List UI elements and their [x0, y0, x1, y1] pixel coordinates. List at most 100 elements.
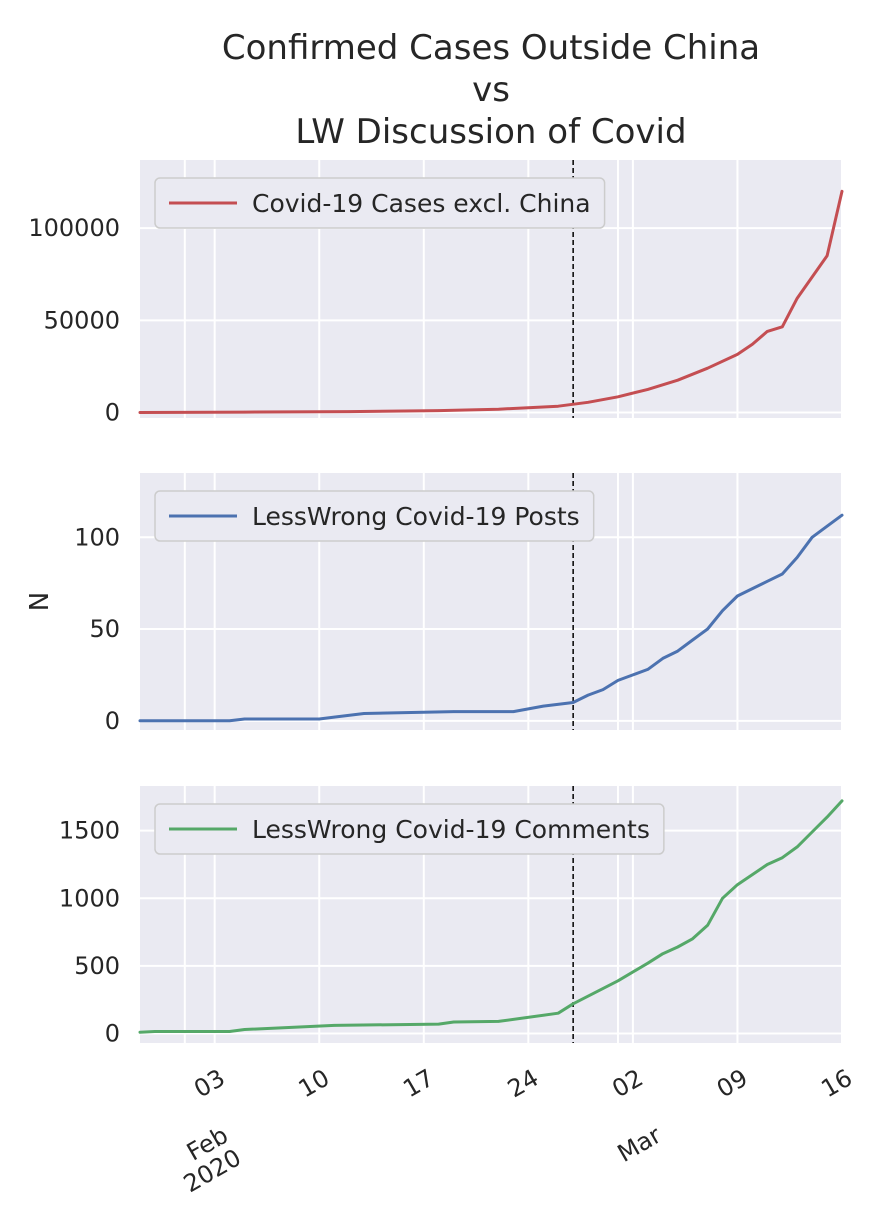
data-point: [751, 343, 754, 346]
data-point: [586, 693, 590, 697]
data-point: [661, 657, 664, 660]
y-tick-label: 0: [105, 1020, 120, 1048]
data-point: [810, 536, 814, 539]
series-line-2: [138, 513, 844, 723]
data-point: [601, 688, 605, 691]
legend-label: LessWrong Covid-19 Comments: [252, 815, 650, 844]
data-point: [571, 1002, 575, 1005]
data-point: [825, 254, 829, 257]
data-point: [452, 1020, 455, 1024]
data-point: [586, 401, 590, 404]
data-point: [437, 1022, 440, 1026]
data-point: [766, 863, 769, 866]
legend-box: [154, 177, 606, 229]
data-point: [736, 353, 739, 356]
data-point: [542, 704, 545, 708]
data-point: [437, 409, 440, 412]
x-tick-label: 17: [398, 1064, 438, 1104]
legend-label: Covid-19 Cases excl. China: [252, 189, 591, 218]
data-point: [781, 325, 784, 328]
data-point: [810, 830, 814, 834]
data-point: [333, 1024, 336, 1027]
data-point: [497, 1020, 500, 1023]
data-point: [661, 952, 664, 955]
x-tick-label: 24: [503, 1064, 543, 1104]
data-point: [691, 937, 694, 940]
data-point: [766, 580, 769, 583]
data-point: [362, 712, 366, 715]
data-point: [318, 717, 321, 721]
data-point: [512, 710, 515, 713]
data-point: [646, 962, 649, 965]
data-point: [153, 1030, 157, 1033]
data-point: [616, 979, 620, 982]
data-point: [646, 668, 649, 671]
data-point: [766, 330, 769, 333]
data-point: [497, 408, 500, 411]
x-tick-label: 02: [607, 1064, 647, 1104]
chart-title-line-1: Confirmed Cases Outside China: [221, 28, 761, 68]
data-point: [751, 587, 754, 590]
data-point: [616, 679, 620, 682]
y-tick-label: 50000: [44, 306, 120, 334]
data-point: [691, 638, 694, 642]
data-point: [631, 673, 635, 677]
y-tick-label: 0: [105, 707, 120, 735]
data-point: [557, 405, 560, 408]
y-tick-label: 1500: [59, 817, 120, 845]
data-point: [796, 845, 799, 849]
legend-box: [154, 490, 595, 542]
data-point: [452, 710, 455, 713]
data-point: [571, 701, 575, 704]
x-tick-label: 03: [189, 1064, 229, 1104]
x-tick-label: 10: [294, 1064, 334, 1104]
data-point: [138, 719, 142, 722]
data-point: [676, 379, 679, 382]
data-point: [721, 897, 724, 900]
legend: LessWrong Covid-19 Posts: [154, 490, 595, 542]
data-point: [228, 1030, 231, 1033]
y-tick-label: 500: [74, 952, 120, 980]
data-point: [736, 594, 739, 598]
data-point: [706, 924, 709, 927]
data-point: [796, 556, 799, 559]
legend: LessWrong Covid-19 Comments: [154, 803, 665, 855]
data-point: [706, 627, 709, 631]
y-tick-label: 50: [89, 615, 120, 643]
data-point: [840, 514, 844, 517]
y-tick-label: 100000: [28, 214, 120, 242]
data-point: [706, 367, 709, 370]
data-point: [825, 525, 829, 528]
data-point: [138, 1031, 142, 1034]
data-point: [138, 411, 142, 414]
chart-title-line-3: LW Discussion of Covid: [295, 112, 687, 152]
y-tick-label: 0: [105, 398, 120, 426]
data-point: [781, 572, 784, 576]
x-tick-label: 16: [817, 1064, 857, 1104]
chart-title-line-2: vs: [472, 70, 510, 110]
legend-label: LessWrong Covid-19 Posts: [252, 502, 580, 531]
data-point: [840, 799, 844, 803]
data-point: [243, 1028, 246, 1031]
series-line-1: [138, 189, 844, 414]
legend-box: [154, 803, 665, 855]
x-month-label: Mar: [613, 1121, 666, 1168]
data-point: [333, 715, 336, 719]
x-month-label: Feb2020: [166, 1121, 246, 1198]
data-point: [616, 395, 620, 398]
data-point: [243, 717, 246, 721]
data-point: [676, 649, 679, 653]
x-month-label-line: Mar: [613, 1121, 666, 1168]
y-tick-label: 1000: [59, 884, 120, 912]
data-point: [646, 388, 649, 391]
data-point: [840, 190, 844, 193]
y-axis-label: N: [25, 592, 55, 611]
data-point: [781, 856, 784, 859]
data-point: [721, 609, 724, 612]
series-line-3: [138, 799, 844, 1034]
data-point: [243, 410, 246, 414]
data-point: [347, 410, 351, 413]
data-point: [676, 945, 679, 949]
data-point: [825, 815, 829, 819]
